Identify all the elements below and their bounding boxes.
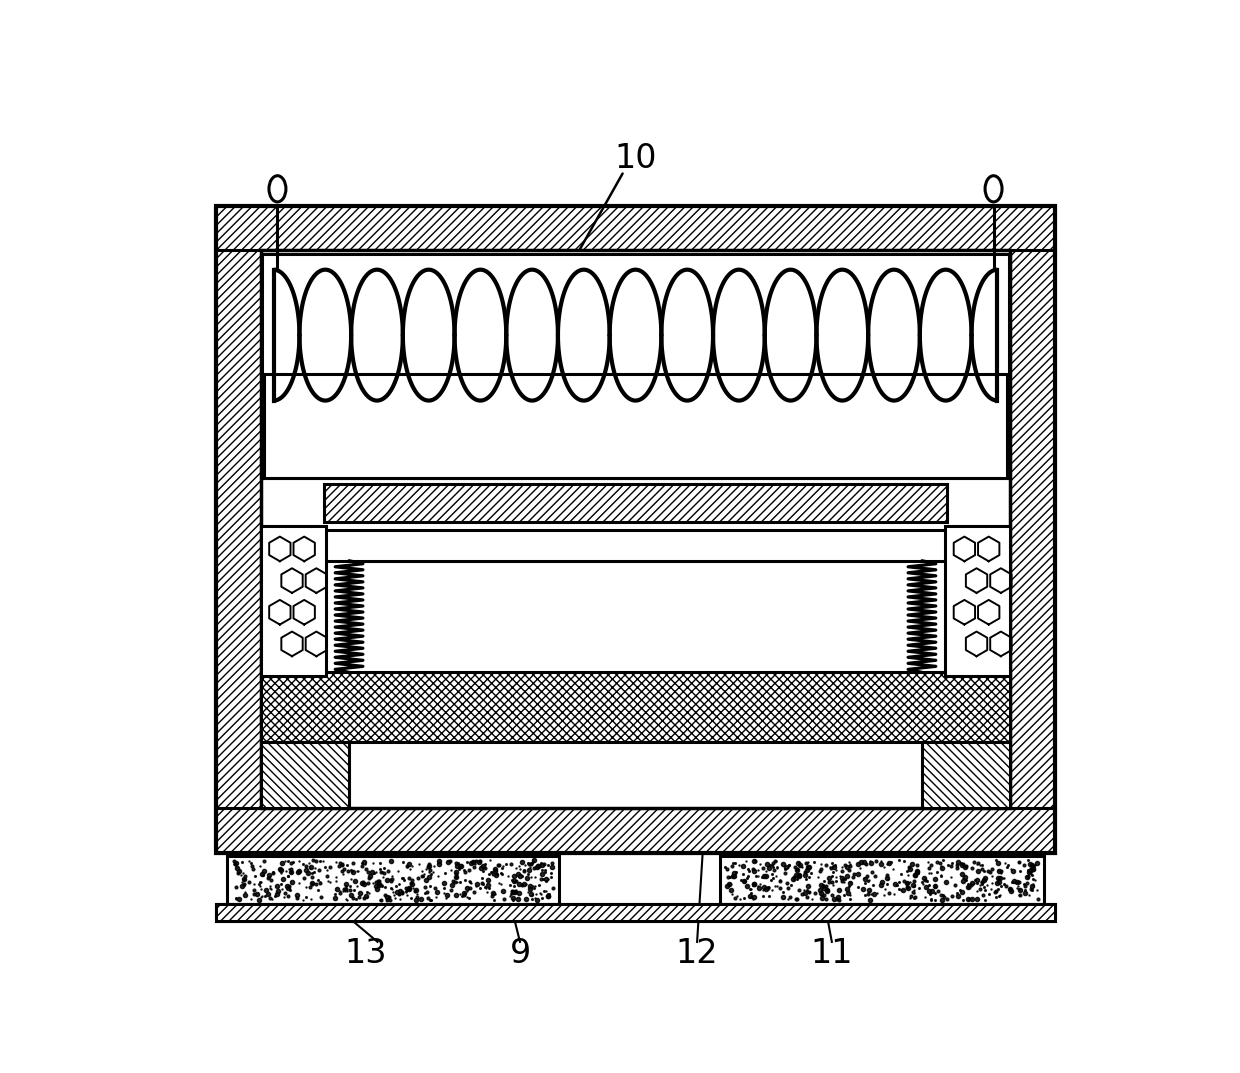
- Bar: [216, 905, 1055, 921]
- Bar: [227, 856, 558, 905]
- Bar: [216, 206, 1055, 853]
- Text: 12: 12: [676, 937, 718, 970]
- Bar: [216, 808, 1055, 853]
- Text: 13: 13: [345, 937, 387, 970]
- Bar: [264, 530, 1007, 561]
- Bar: [945, 526, 1011, 676]
- Bar: [262, 254, 1009, 477]
- Bar: [260, 673, 1011, 741]
- Bar: [260, 741, 350, 808]
- Text: 10: 10: [614, 142, 657, 175]
- Ellipse shape: [985, 176, 1002, 202]
- Text: 9: 9: [510, 937, 531, 970]
- Bar: [260, 250, 1011, 808]
- Text: 11: 11: [811, 937, 853, 970]
- Bar: [1011, 250, 1055, 808]
- Bar: [720, 856, 1044, 905]
- Bar: [260, 526, 326, 676]
- Bar: [324, 484, 947, 523]
- Ellipse shape: [269, 176, 286, 202]
- Bar: [216, 250, 260, 808]
- Bar: [216, 905, 1055, 921]
- Bar: [921, 741, 1011, 808]
- Bar: [216, 206, 1055, 250]
- Bar: [264, 373, 1007, 477]
